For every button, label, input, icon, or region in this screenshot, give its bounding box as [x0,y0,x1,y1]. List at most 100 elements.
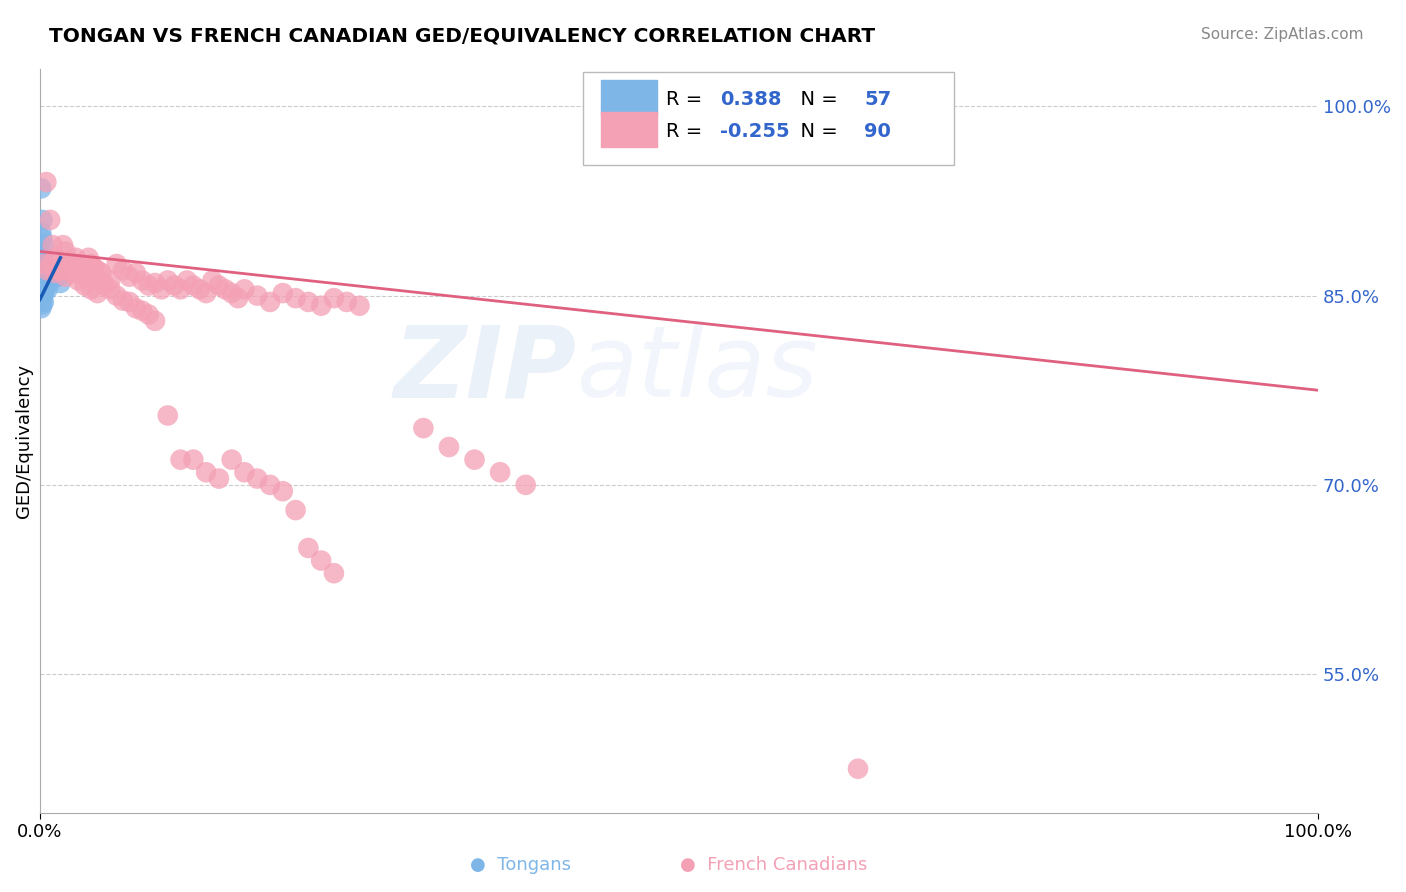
Point [169,452,191,467]
Point [412,421,434,435]
Point [73,269,96,284]
Point [297,541,319,555]
Point [35,269,58,284]
Point [489,465,512,479]
Point [31,278,53,293]
Text: 90: 90 [865,122,891,141]
Point [156,409,179,423]
Point [38,273,60,287]
Point [80,257,103,271]
Point [37,268,59,283]
Point [44,251,66,265]
Point [221,452,243,467]
Point [86,286,108,301]
Point [37,282,59,296]
Point [31,251,53,265]
Point [83,260,105,275]
Point [131,303,153,318]
Text: TONGAN VS FRENCH CANADIAN GED/EQUIVALENCY CORRELATION CHART: TONGAN VS FRENCH CANADIAN GED/EQUIVALENC… [49,27,876,45]
Point [271,286,294,301]
Point [31,284,53,298]
Text: atlas: atlas [576,321,818,418]
Point [31,232,53,246]
Point [297,294,319,309]
Point [93,276,115,290]
Point [39,268,62,283]
Point [195,465,218,479]
Point [437,440,460,454]
Point [44,266,66,280]
Point [60,266,83,280]
Point [37,263,59,277]
Point [39,213,62,227]
Point [30,266,52,280]
Point [105,288,128,302]
Point [32,276,55,290]
Point [65,251,87,265]
Point [42,238,65,252]
Text: -0.255: -0.255 [720,122,790,141]
Point [31,213,53,227]
Point [34,282,56,296]
FancyBboxPatch shape [583,72,953,165]
Point [32,263,55,277]
Text: R =: R = [666,90,709,110]
Point [323,566,346,581]
Point [55,269,77,284]
Point [169,282,191,296]
Point [30,282,52,296]
Point [30,278,52,293]
Text: N =: N = [787,122,844,141]
Point [48,263,70,277]
Text: ●  Tongans: ● Tongans [470,855,571,873]
Point [35,175,58,189]
Point [336,294,359,309]
Point [118,294,141,309]
Point [35,269,58,284]
Point [32,263,55,277]
Text: Source: ZipAtlas.com: Source: ZipAtlas.com [1201,27,1364,42]
Point [32,286,55,301]
Point [309,553,332,567]
Point [32,278,55,293]
Point [31,297,53,311]
Point [98,282,121,296]
Point [34,273,56,287]
Point [246,288,269,302]
Point [31,269,53,284]
Point [143,314,166,328]
Point [31,291,53,305]
Point [70,263,93,277]
Point [77,251,100,265]
Point [259,478,281,492]
Point [42,266,65,280]
Point [73,278,96,293]
Point [118,269,141,284]
Text: 0.388: 0.388 [720,90,782,110]
Point [105,257,128,271]
Point [515,478,537,492]
Point [846,762,869,776]
Point [156,273,179,287]
Point [93,278,115,293]
Point [349,299,371,313]
Point [46,269,69,284]
Point [39,271,62,285]
Point [32,257,55,271]
Point [226,291,249,305]
Point [41,273,63,287]
Point [323,291,346,305]
Point [125,266,148,280]
FancyBboxPatch shape [602,112,658,147]
Y-axis label: GED/Equivalency: GED/Equivalency [15,364,32,517]
Point [30,301,52,316]
Point [32,273,55,287]
Point [56,263,79,277]
Point [131,273,153,287]
Point [30,293,52,307]
Point [188,282,211,296]
Text: 57: 57 [865,90,891,110]
Point [31,276,53,290]
Point [143,276,166,290]
Point [37,276,59,290]
